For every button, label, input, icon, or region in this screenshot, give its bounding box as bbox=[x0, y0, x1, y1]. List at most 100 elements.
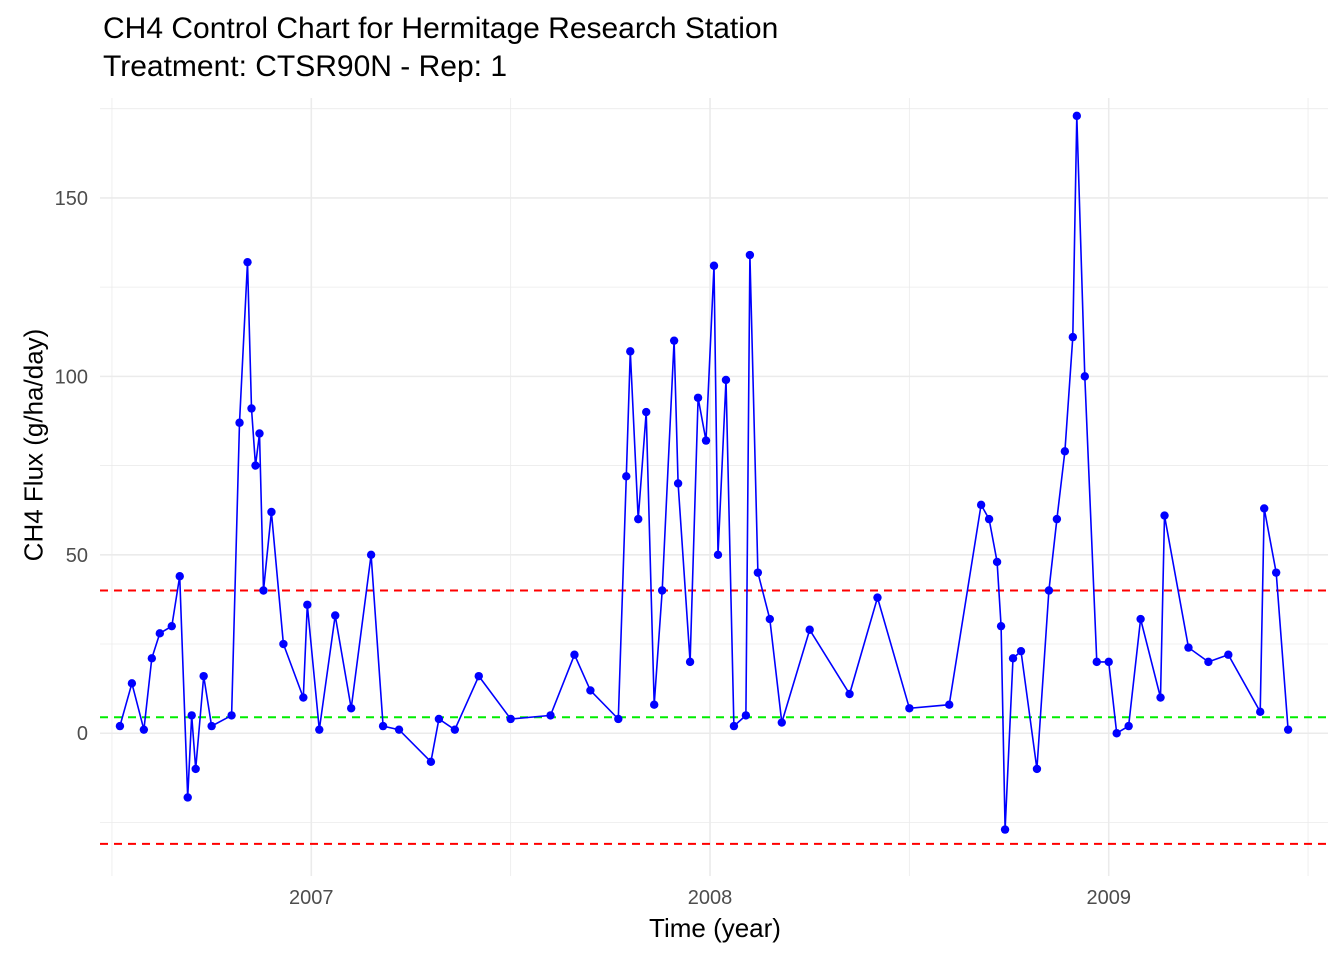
data-point bbox=[115, 721, 125, 731]
data-point bbox=[474, 671, 483, 681]
data-point bbox=[346, 704, 356, 713]
data-point bbox=[426, 757, 436, 766]
x-tick-label: 2008 bbox=[688, 887, 733, 909]
data-point bbox=[1092, 657, 1101, 667]
data-point bbox=[127, 679, 137, 688]
data-point bbox=[685, 657, 695, 667]
data-point bbox=[506, 714, 515, 724]
data-point bbox=[693, 393, 703, 402]
y-tick-label: 0 bbox=[77, 723, 88, 745]
data-point bbox=[1112, 729, 1121, 738]
data-point bbox=[1136, 614, 1145, 624]
data-point bbox=[721, 375, 731, 385]
x-axis-title: Time (year) bbox=[649, 913, 781, 943]
data-point bbox=[873, 593, 882, 602]
data-point bbox=[984, 514, 994, 524]
data-point bbox=[243, 257, 252, 267]
data-point bbox=[1260, 504, 1269, 513]
data-point bbox=[1052, 514, 1062, 524]
data-point bbox=[1184, 643, 1193, 652]
data-point bbox=[845, 689, 854, 699]
data-point bbox=[1080, 372, 1089, 381]
data-point bbox=[227, 711, 236, 720]
x-tick-label: 2009 bbox=[1086, 887, 1131, 909]
data-point bbox=[745, 250, 755, 260]
data-point bbox=[255, 429, 264, 438]
data-point bbox=[586, 686, 595, 695]
series-line-1 bbox=[119, 115, 1289, 830]
data-point bbox=[729, 721, 739, 731]
data-point bbox=[1072, 111, 1082, 121]
data-point bbox=[175, 572, 184, 581]
data-point bbox=[279, 639, 288, 649]
data-point bbox=[147, 654, 157, 663]
data-point bbox=[673, 479, 683, 488]
data-point bbox=[1224, 650, 1233, 659]
data-point bbox=[187, 711, 196, 720]
data-point bbox=[1044, 586, 1054, 595]
data-point bbox=[1124, 721, 1133, 731]
data-point bbox=[905, 704, 914, 713]
data-point bbox=[366, 550, 376, 560]
data-point bbox=[1156, 693, 1165, 702]
y-axis-title: CH4 Flux (g/ha/day) bbox=[18, 328, 49, 562]
data-point bbox=[450, 725, 460, 734]
data-point bbox=[267, 507, 276, 517]
data-point bbox=[167, 621, 176, 631]
data-point bbox=[1204, 657, 1213, 667]
data-point bbox=[1000, 825, 1010, 834]
data-point bbox=[713, 550, 723, 560]
data-point bbox=[1256, 707, 1265, 717]
data-point bbox=[331, 611, 340, 620]
data-point bbox=[701, 436, 711, 445]
data-point bbox=[709, 261, 719, 270]
data-point bbox=[1060, 447, 1070, 456]
data-point bbox=[945, 700, 954, 709]
data-point bbox=[753, 568, 763, 577]
data-point bbox=[191, 764, 200, 774]
data-point bbox=[303, 600, 312, 609]
data-point bbox=[765, 614, 775, 624]
data-point bbox=[1068, 332, 1078, 342]
data-point bbox=[570, 650, 579, 659]
data-point bbox=[183, 793, 192, 802]
y-tick-label: 150 bbox=[55, 188, 88, 210]
data-point bbox=[546, 711, 555, 720]
data-point bbox=[207, 721, 216, 731]
data-point bbox=[1008, 654, 1018, 663]
data-point bbox=[614, 714, 623, 724]
data-point bbox=[1032, 764, 1042, 774]
data-point bbox=[634, 514, 643, 524]
data-point bbox=[235, 418, 244, 427]
data-point bbox=[434, 714, 444, 724]
x-tick-label: 2007 bbox=[289, 887, 334, 909]
data-point bbox=[992, 557, 1002, 567]
data-point bbox=[199, 671, 208, 681]
data-point bbox=[1271, 568, 1281, 577]
data-point bbox=[669, 336, 679, 345]
data-point bbox=[247, 404, 256, 413]
data-point bbox=[777, 718, 786, 727]
data-point bbox=[315, 725, 324, 734]
data-point bbox=[976, 500, 986, 510]
data-point bbox=[642, 407, 651, 417]
data-point bbox=[657, 586, 667, 595]
data-point bbox=[299, 693, 308, 702]
y-tick-label: 100 bbox=[55, 366, 88, 388]
data-point bbox=[394, 725, 404, 734]
y-tick-label: 50 bbox=[66, 545, 88, 567]
data-point bbox=[649, 700, 659, 709]
data-point bbox=[626, 347, 635, 356]
chart-title: CH4 Control Chart for Hermitage Research… bbox=[103, 12, 779, 45]
data-point bbox=[1104, 657, 1113, 667]
data-point bbox=[139, 725, 149, 734]
data-point bbox=[251, 461, 260, 470]
data-point bbox=[805, 625, 814, 634]
data-point bbox=[155, 629, 165, 638]
data-point bbox=[741, 711, 751, 720]
chart-subtitle: Treatment: CTSR90N - Rep: 1 bbox=[103, 50, 508, 83]
data-point bbox=[622, 472, 631, 481]
data-point bbox=[378, 721, 388, 731]
